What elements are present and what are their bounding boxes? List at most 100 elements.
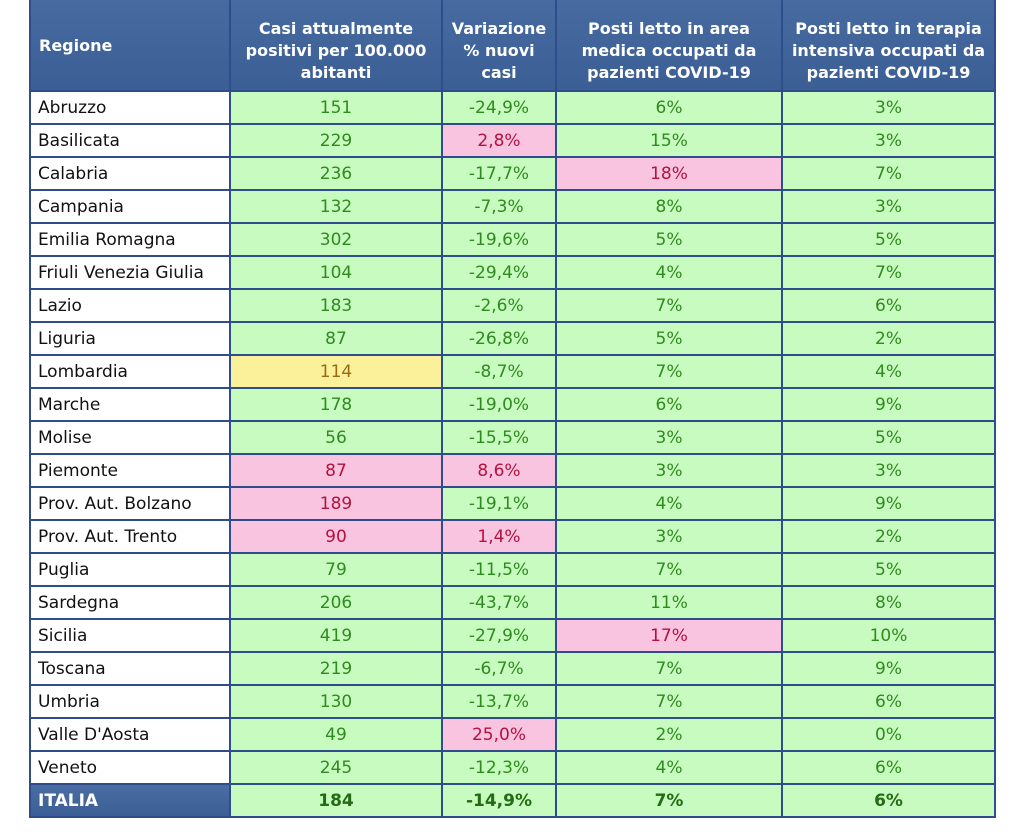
cell-casi: 56 <box>229 420 443 455</box>
table-row: Abruzzo 151 -24,9% 6% 3% <box>29 90 996 125</box>
cell-area-medica: 4% <box>555 750 783 785</box>
table-row: Basilicata 229 2,8% 15% 3% <box>29 123 996 158</box>
cell-terapia-intensiva: 5% <box>781 552 996 587</box>
cell-terapia-intensiva: 6% <box>781 783 996 818</box>
cell-casi: 178 <box>229 387 443 422</box>
header-casi-positivi: Casi attualmente positivi per 100.000 ab… <box>229 0 443 92</box>
table-row: Liguria 87 -26,8% 5% 2% <box>29 321 996 356</box>
cell-variazione: -8,7% <box>441 354 557 389</box>
cell-terapia-intensiva: 9% <box>781 486 996 521</box>
cell-casi: 49 <box>229 717 443 752</box>
covid-region-table: Regione Casi attualmente positivi per 10… <box>29 0 996 818</box>
cell-variazione: 25,0% <box>441 717 557 752</box>
cell-area-medica: 7% <box>555 783 783 818</box>
cell-variazione: -29,4% <box>441 255 557 290</box>
table-body: Abruzzo 151 -24,9% 6% 3% Basilicata 229 2,8% 15%… <box>29 90 996 818</box>
cell-regione: Lazio <box>29 288 231 323</box>
cell-terapia-intensiva: 6% <box>781 288 996 323</box>
cell-terapia-intensiva: 9% <box>781 651 996 686</box>
cell-casi: 183 <box>229 288 443 323</box>
cell-area-medica: 7% <box>555 552 783 587</box>
cell-terapia-intensiva: 8% <box>781 585 996 620</box>
cell-area-medica: 7% <box>555 684 783 719</box>
cell-variazione: -13,7% <box>441 684 557 719</box>
cell-area-medica: 8% <box>555 189 783 224</box>
cell-casi: 114 <box>229 354 443 389</box>
cell-area-medica: 15% <box>555 123 783 158</box>
cell-area-medica: 11% <box>555 585 783 620</box>
cell-regione: Lombardia <box>29 354 231 389</box>
cell-variazione: -17,7% <box>441 156 557 191</box>
cell-regione: Umbria <box>29 684 231 719</box>
cell-area-medica: 7% <box>555 288 783 323</box>
cell-area-medica: 6% <box>555 90 783 125</box>
cell-regione: Valle D'Aosta <box>29 717 231 752</box>
cell-terapia-intensiva: 3% <box>781 90 996 125</box>
table-row: Molise 56 -15,5% 3% 5% <box>29 420 996 455</box>
cell-casi: 132 <box>229 189 443 224</box>
table-row: Puglia 79 -11,5% 7% 5% <box>29 552 996 587</box>
header-area-medica: Posti letto in area medica occupati da p… <box>555 0 783 92</box>
table-row: Prov. Aut. Bolzano 189 -19,1% 4% 9% <box>29 486 996 521</box>
table-row: Campania 132 -7,3% 8% 3% <box>29 189 996 224</box>
table-row: Marche 178 -19,0% 6% 9% <box>29 387 996 422</box>
cell-terapia-intensiva: 2% <box>781 321 996 356</box>
cell-variazione: -24,9% <box>441 90 557 125</box>
table-row: Sardegna 206 -43,7% 11% 8% <box>29 585 996 620</box>
cell-regione: Toscana <box>29 651 231 686</box>
cell-regione: Prov. Aut. Trento <box>29 519 231 554</box>
table-header: Regione Casi attualmente positivi per 10… <box>29 0 996 92</box>
cell-area-medica: 4% <box>555 486 783 521</box>
cell-regione: Prov. Aut. Bolzano <box>29 486 231 521</box>
table-row: Toscana 219 -6,7% 7% 9% <box>29 651 996 686</box>
cell-regione: Liguria <box>29 321 231 356</box>
cell-terapia-intensiva: 9% <box>781 387 996 422</box>
cell-regione: Piemonte <box>29 453 231 488</box>
cell-area-medica: 7% <box>555 651 783 686</box>
cell-casi: 206 <box>229 585 443 620</box>
table-row: Calabria 236 -17,7% 18% 7% <box>29 156 996 191</box>
header-variazione: Variazione % nuovi casi <box>441 0 557 92</box>
cell-variazione: -43,7% <box>441 585 557 620</box>
cell-regione: ITALIA <box>29 783 231 818</box>
table-row: Friuli Venezia Giulia 104 -29,4% 4% 7% <box>29 255 996 290</box>
cell-terapia-intensiva: 3% <box>781 453 996 488</box>
cell-regione: Marche <box>29 387 231 422</box>
cell-regione: Molise <box>29 420 231 455</box>
cell-casi: 151 <box>229 90 443 125</box>
cell-variazione: -11,5% <box>441 552 557 587</box>
cell-variazione: -7,3% <box>441 189 557 224</box>
cell-regione: Calabria <box>29 156 231 191</box>
cell-area-medica: 3% <box>555 420 783 455</box>
cell-terapia-intensiva: 2% <box>781 519 996 554</box>
cell-variazione: -14,9% <box>441 783 557 818</box>
cell-regione: Puglia <box>29 552 231 587</box>
cell-casi: 245 <box>229 750 443 785</box>
table-row: Piemonte 87 8,6% 3% 3% <box>29 453 996 488</box>
cell-casi: 79 <box>229 552 443 587</box>
cell-area-medica: 4% <box>555 255 783 290</box>
cell-variazione: -15,5% <box>441 420 557 455</box>
cell-variazione: -27,9% <box>441 618 557 653</box>
table-row: Prov. Aut. Trento 90 1,4% 3% 2% <box>29 519 996 554</box>
cell-variazione: -19,6% <box>441 222 557 257</box>
cell-regione: Veneto <box>29 750 231 785</box>
table-row: Sicilia 419 -27,9% 17% 10% <box>29 618 996 653</box>
cell-area-medica: 3% <box>555 519 783 554</box>
cell-terapia-intensiva: 5% <box>781 420 996 455</box>
cell-terapia-intensiva: 0% <box>781 717 996 752</box>
header-terapia-intensiva: Posti letto in terapia intensiva occupat… <box>781 0 996 92</box>
cell-terapia-intensiva: 10% <box>781 618 996 653</box>
table-row: Lazio 183 -2,6% 7% 6% <box>29 288 996 323</box>
cell-terapia-intensiva: 3% <box>781 189 996 224</box>
table-row: Lombardia 114 -8,7% 7% 4% <box>29 354 996 389</box>
table-row: Veneto 245 -12,3% 4% 6% <box>29 750 996 785</box>
cell-casi: 130 <box>229 684 443 719</box>
cell-area-medica: 6% <box>555 387 783 422</box>
cell-casi: 87 <box>229 321 443 356</box>
cell-terapia-intensiva: 5% <box>781 222 996 257</box>
cell-regione: Campania <box>29 189 231 224</box>
table-row: Emilia Romagna 302 -19,6% 5% 5% <box>29 222 996 257</box>
cell-area-medica: 5% <box>555 222 783 257</box>
cell-regione: Sardegna <box>29 585 231 620</box>
